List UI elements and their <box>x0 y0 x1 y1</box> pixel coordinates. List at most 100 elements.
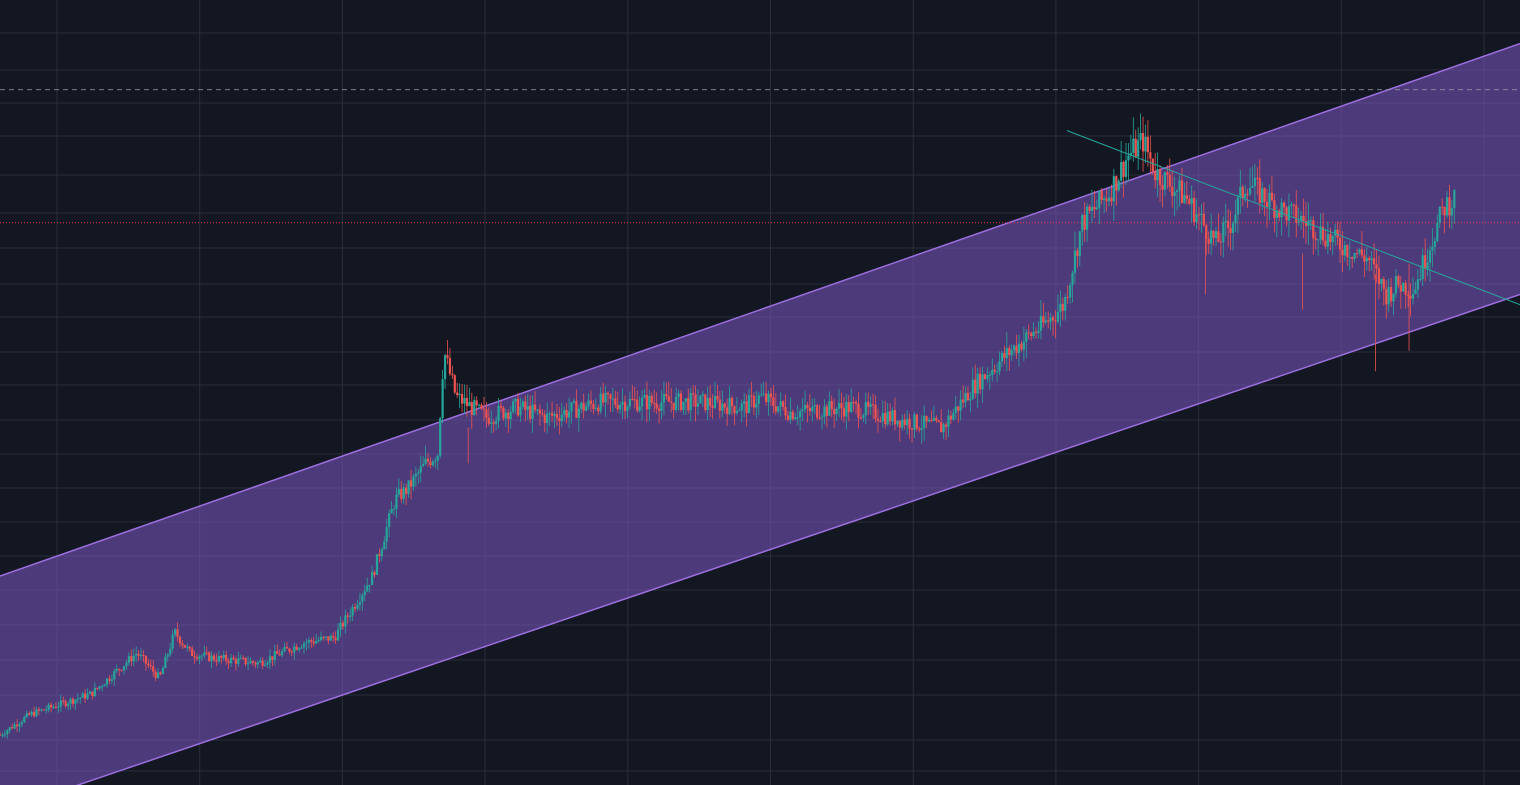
candle-body <box>1219 241 1222 243</box>
candle-body <box>451 373 454 376</box>
candle-body <box>495 420 498 424</box>
candle-body <box>747 395 751 414</box>
candle-body <box>127 656 130 663</box>
candle-body <box>1144 136 1147 152</box>
candle-body <box>1093 206 1096 210</box>
candle-body <box>363 591 366 596</box>
candle-body <box>1346 245 1349 258</box>
trendline-drawing[interactable] <box>1066 130 1520 306</box>
candle-body <box>767 393 770 403</box>
candle-body <box>52 706 55 708</box>
candle-body <box>431 461 434 466</box>
candle-body <box>847 402 850 412</box>
candle-body <box>857 403 860 418</box>
candle-body <box>602 393 605 403</box>
candle-body <box>242 657 245 659</box>
candle-body <box>794 417 797 420</box>
candle-body <box>1304 220 1308 226</box>
candle-body <box>580 402 583 409</box>
candle-body <box>925 415 928 422</box>
candle-body <box>191 648 194 656</box>
candle-body <box>969 398 972 401</box>
candle-body <box>745 401 748 414</box>
descending-trendline[interactable] <box>1066 130 1520 306</box>
candle-body <box>1139 133 1142 141</box>
candle-body <box>3 734 6 736</box>
candle-body <box>54 706 58 708</box>
candle-body <box>640 397 644 407</box>
parallel-channel[interactable] <box>0 42 1520 785</box>
candle-body <box>1438 206 1441 223</box>
candle-body <box>1073 250 1077 273</box>
candle-body <box>1210 230 1213 244</box>
candle-body <box>854 402 858 404</box>
candle-body <box>976 373 979 394</box>
candle-body <box>726 407 729 415</box>
candle-body <box>261 660 264 666</box>
candle-body <box>409 480 413 487</box>
candlesticks <box>0 113 1456 739</box>
candle-body <box>174 629 177 635</box>
candle-body <box>139 654 143 656</box>
candle-body <box>653 402 656 404</box>
candle-body <box>820 416 824 418</box>
candle-body <box>1117 180 1120 191</box>
candle-body <box>881 413 884 422</box>
candle-body <box>828 401 831 416</box>
candle-body <box>1025 332 1028 342</box>
candle-body <box>98 686 101 689</box>
candle-body <box>619 404 622 410</box>
candle-body <box>1066 297 1069 299</box>
candle-body <box>978 373 982 390</box>
candle-body <box>1217 231 1220 242</box>
candle-body <box>1317 239 1320 241</box>
candle-body <box>1443 207 1446 216</box>
candle-body <box>594 407 597 409</box>
candle-body <box>867 401 870 407</box>
candle-body <box>764 393 768 403</box>
candle-body <box>1285 207 1288 221</box>
candle-body <box>1353 253 1356 259</box>
candle-body <box>18 724 21 727</box>
candle-body <box>1382 278 1385 289</box>
candle-body <box>11 727 14 729</box>
candle-body <box>1214 231 1218 238</box>
candle-body <box>687 398 690 411</box>
candle-body <box>913 414 916 430</box>
candle-body <box>937 420 940 423</box>
candle-body <box>796 417 799 419</box>
candle-body <box>115 668 118 671</box>
candle-body <box>1448 197 1451 216</box>
horizontal-levels <box>0 89 1520 224</box>
candle-body <box>738 410 741 412</box>
channel-upper-line[interactable] <box>0 42 1520 577</box>
channel-fill <box>0 43 1520 785</box>
candle-body <box>643 394 646 398</box>
candle-body <box>147 663 150 666</box>
candle-body <box>356 604 359 609</box>
candle-body <box>217 655 220 662</box>
candle-body <box>1377 268 1381 285</box>
candle-body <box>64 701 67 707</box>
candle-body <box>105 678 109 685</box>
channel-lower-line[interactable] <box>0 293 1520 785</box>
candle-body <box>178 636 182 644</box>
candle-body <box>251 661 255 663</box>
candle-body <box>1095 207 1098 210</box>
candle-body <box>1193 198 1196 223</box>
candle-body <box>1000 352 1004 362</box>
candle-body <box>344 615 347 627</box>
candle-body <box>1256 177 1259 179</box>
candle-body <box>789 411 792 420</box>
candle-body <box>735 410 738 414</box>
candle-body <box>553 414 556 416</box>
candle-body <box>1061 304 1064 311</box>
candle-body <box>69 698 72 704</box>
candle-body <box>585 406 588 411</box>
candle-body <box>1115 176 1118 191</box>
candle-body <box>837 403 841 409</box>
candle-body <box>1282 202 1286 208</box>
candle-body <box>597 407 600 412</box>
